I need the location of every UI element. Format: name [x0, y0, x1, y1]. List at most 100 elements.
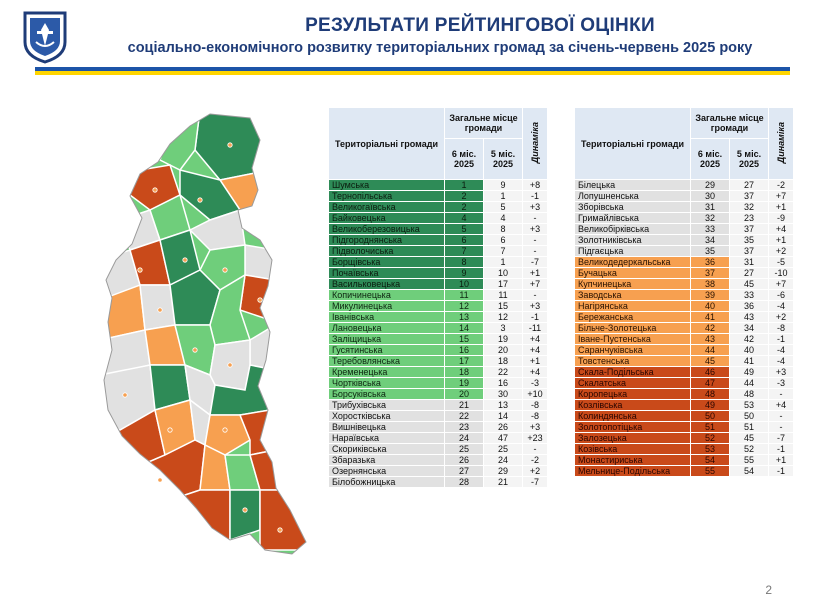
table-row: Підгаєцька 35 37 +2 — [574, 245, 794, 257]
dynamics-value: +3 — [522, 201, 548, 213]
place-6-months: 53 — [690, 443, 730, 455]
table-row: Більче-Золотецька 42 34 -8 — [574, 322, 794, 334]
table-row: Золотопотіцька 51 51- — [574, 421, 794, 433]
place-5-months: 11 — [483, 289, 523, 301]
rating-table-right: Територіальні громади Загальне місце гро… — [574, 107, 794, 477]
table-row: Шумська 1 9 +8 — [328, 179, 548, 191]
place-5-months: 21 — [483, 476, 523, 488]
table-row: Великогаївська 2 5 +3 — [328, 201, 548, 213]
community-name: Васильковецька — [328, 278, 445, 290]
place-5-months: 29 — [483, 465, 523, 477]
place-5-months: 9 — [483, 179, 523, 191]
dynamics-value: +1 — [768, 201, 794, 213]
place-6-months: 38 — [690, 278, 730, 290]
place-5-months: 41 — [729, 355, 769, 367]
dynamics-value: +23 — [522, 432, 548, 444]
community-name: Мельнице-Подільська — [574, 465, 691, 477]
dynamics-value: +3 — [522, 300, 548, 312]
dynamics-value: -7 — [768, 432, 794, 444]
dynamics-value: -1 — [768, 333, 794, 345]
dynamics-value: +10 — [522, 388, 548, 400]
table-row: Борсуківська 20 30 +10 — [328, 388, 548, 400]
map-area — [168, 489, 231, 541]
place-5-months: 44 — [729, 377, 769, 389]
community-name: Іване-Пустенська — [574, 333, 691, 345]
community-name: Микулинецька — [328, 300, 445, 312]
place-5-months: 24 — [483, 454, 523, 466]
map-area — [259, 489, 306, 551]
place-5-months: 1 — [483, 256, 523, 268]
dynamics-value: -4 — [768, 300, 794, 312]
place-5-months: 27 — [729, 267, 769, 279]
place-5-months: 37 — [729, 245, 769, 257]
place-5-months: 12 — [483, 311, 523, 323]
place-6-months: 28 — [444, 476, 484, 488]
dynamics-value: -8 — [522, 399, 548, 411]
dynamics-value: +1 — [768, 454, 794, 466]
community-name: Теребовлянська — [328, 355, 445, 367]
dynamics-value: -4 — [768, 355, 794, 367]
place-6-months: 17 — [444, 355, 484, 367]
table-row: Саранчуківська 44 40 -4 — [574, 344, 794, 356]
community-name: Нагірянська — [574, 300, 691, 312]
dynamics-value: +2 — [522, 465, 548, 477]
community-name: Білецька — [574, 179, 691, 191]
community-name: Більче-Золотецька — [574, 322, 691, 334]
place-5-months: 4 — [483, 212, 523, 224]
place-6-months: 46 — [690, 366, 730, 378]
place-5-months: 36 — [729, 300, 769, 312]
dynamics-value: +2 — [768, 245, 794, 257]
table-row: Колиндянська 50 50- — [574, 410, 794, 422]
place-5-months: 13 — [483, 399, 523, 411]
place-5-months: 42 — [729, 333, 769, 345]
place-5-months: 19 — [483, 333, 523, 345]
place-6-months: 35 — [690, 245, 730, 257]
place-5-months: 25 — [483, 443, 523, 455]
community-name: Великогаївська — [328, 201, 445, 213]
dynamics-value: +1 — [522, 355, 548, 367]
place-6-months: 48 — [690, 388, 730, 400]
place-6-months: 20 — [444, 388, 484, 400]
dynamics-value: - — [768, 388, 794, 400]
dynamics-value: -2 — [522, 454, 548, 466]
dynamics-value: +3 — [522, 421, 548, 433]
page-number: 2 — [765, 583, 772, 597]
place-5-months: 51 — [729, 421, 769, 433]
community-name: Заводська — [574, 289, 691, 301]
table-row: Заліщицька 15 19 +4 — [328, 333, 548, 345]
place-6-months: 49 — [690, 399, 730, 411]
dynamics-value: -1 — [522, 311, 548, 323]
table-row: Теребовлянська 17 18 +1 — [328, 355, 548, 367]
place-6-months: 12 — [444, 300, 484, 312]
dynamics-value: -1 — [768, 465, 794, 477]
dynamics-value: -4 — [768, 344, 794, 356]
place-6-months: 36 — [690, 256, 730, 268]
table-row: Чортківська 19 16 -3 — [328, 377, 548, 389]
dynamics-value: -3 — [522, 377, 548, 389]
place-6-months: 18 — [444, 366, 484, 378]
place-6-months: 26 — [444, 454, 484, 466]
table-row: Товстенська 45 41 -4 — [574, 355, 794, 367]
header-dynamics: Динаміка — [768, 107, 794, 180]
community-name: Борсуківська — [328, 388, 445, 400]
community-name: Лопушненська — [574, 190, 691, 202]
place-6-months: 29 — [690, 179, 730, 191]
dynamics-value: +1 — [522, 267, 548, 279]
community-name: Вишнівецька — [328, 421, 445, 433]
place-6-months: 27 — [444, 465, 484, 477]
community-name: Скалатська — [574, 377, 691, 389]
header-communities: Територіальні громади — [328, 107, 445, 180]
dynamics-value: +4 — [768, 223, 794, 235]
place-5-months: 45 — [729, 278, 769, 290]
place-6-months: 37 — [690, 267, 730, 279]
place-5-months: 5 — [483, 201, 523, 213]
place-6-months: 25 — [444, 443, 484, 455]
place-6-months: 8 — [444, 256, 484, 268]
community-name: Байковецька — [328, 212, 445, 224]
header-overall-place: Загальне місце громади — [690, 107, 769, 139]
place-5-months: 49 — [729, 366, 769, 378]
table-row: Білецька 29 27 -2 — [574, 179, 794, 191]
place-5-months: 50 — [729, 410, 769, 422]
dynamics-value: +7 — [768, 278, 794, 290]
table-row: Скориківська 25 25- — [328, 443, 548, 455]
